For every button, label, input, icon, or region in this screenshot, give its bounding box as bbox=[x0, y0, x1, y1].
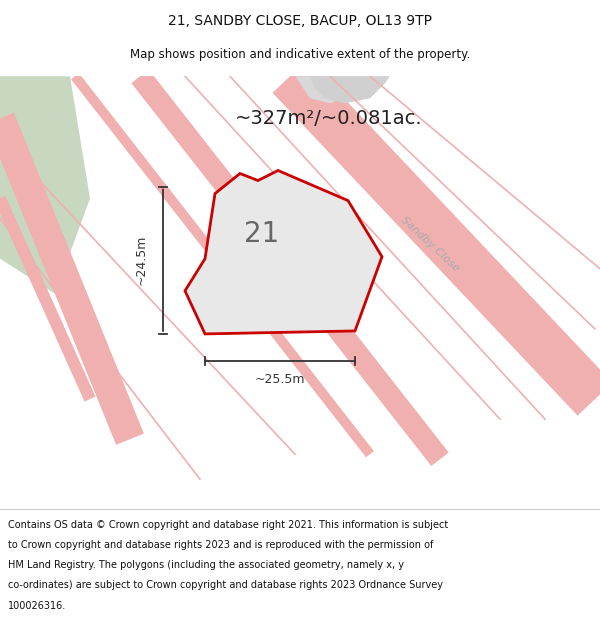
Text: 21: 21 bbox=[244, 220, 280, 248]
Text: HM Land Registry. The polygons (including the associated geometry, namely x, y: HM Land Registry. The polygons (includin… bbox=[8, 560, 404, 570]
Polygon shape bbox=[185, 171, 382, 334]
Text: Sandby Close: Sandby Close bbox=[399, 214, 461, 273]
Polygon shape bbox=[131, 69, 449, 466]
Polygon shape bbox=[0, 76, 90, 294]
Text: Contains OS data © Crown copyright and database right 2021. This information is : Contains OS data © Crown copyright and d… bbox=[8, 520, 448, 530]
Polygon shape bbox=[0, 196, 95, 401]
Polygon shape bbox=[310, 76, 390, 103]
Text: ~25.5m: ~25.5m bbox=[255, 372, 305, 386]
Polygon shape bbox=[272, 60, 600, 416]
Text: Map shows position and indicative extent of the property.: Map shows position and indicative extent… bbox=[130, 48, 470, 61]
Polygon shape bbox=[295, 76, 370, 103]
Polygon shape bbox=[0, 112, 144, 445]
Text: 100026316.: 100026316. bbox=[8, 601, 66, 611]
Text: ~24.5m: ~24.5m bbox=[134, 235, 148, 286]
Text: 21, SANDBY CLOSE, BACUP, OL13 9TP: 21, SANDBY CLOSE, BACUP, OL13 9TP bbox=[168, 14, 432, 28]
Text: ~327m²/~0.081ac.: ~327m²/~0.081ac. bbox=[235, 109, 422, 128]
Text: co-ordinates) are subject to Crown copyright and database rights 2023 Ordnance S: co-ordinates) are subject to Crown copyr… bbox=[8, 581, 443, 591]
Polygon shape bbox=[71, 73, 374, 458]
Text: to Crown copyright and database rights 2023 and is reproduced with the permissio: to Crown copyright and database rights 2… bbox=[8, 540, 433, 550]
